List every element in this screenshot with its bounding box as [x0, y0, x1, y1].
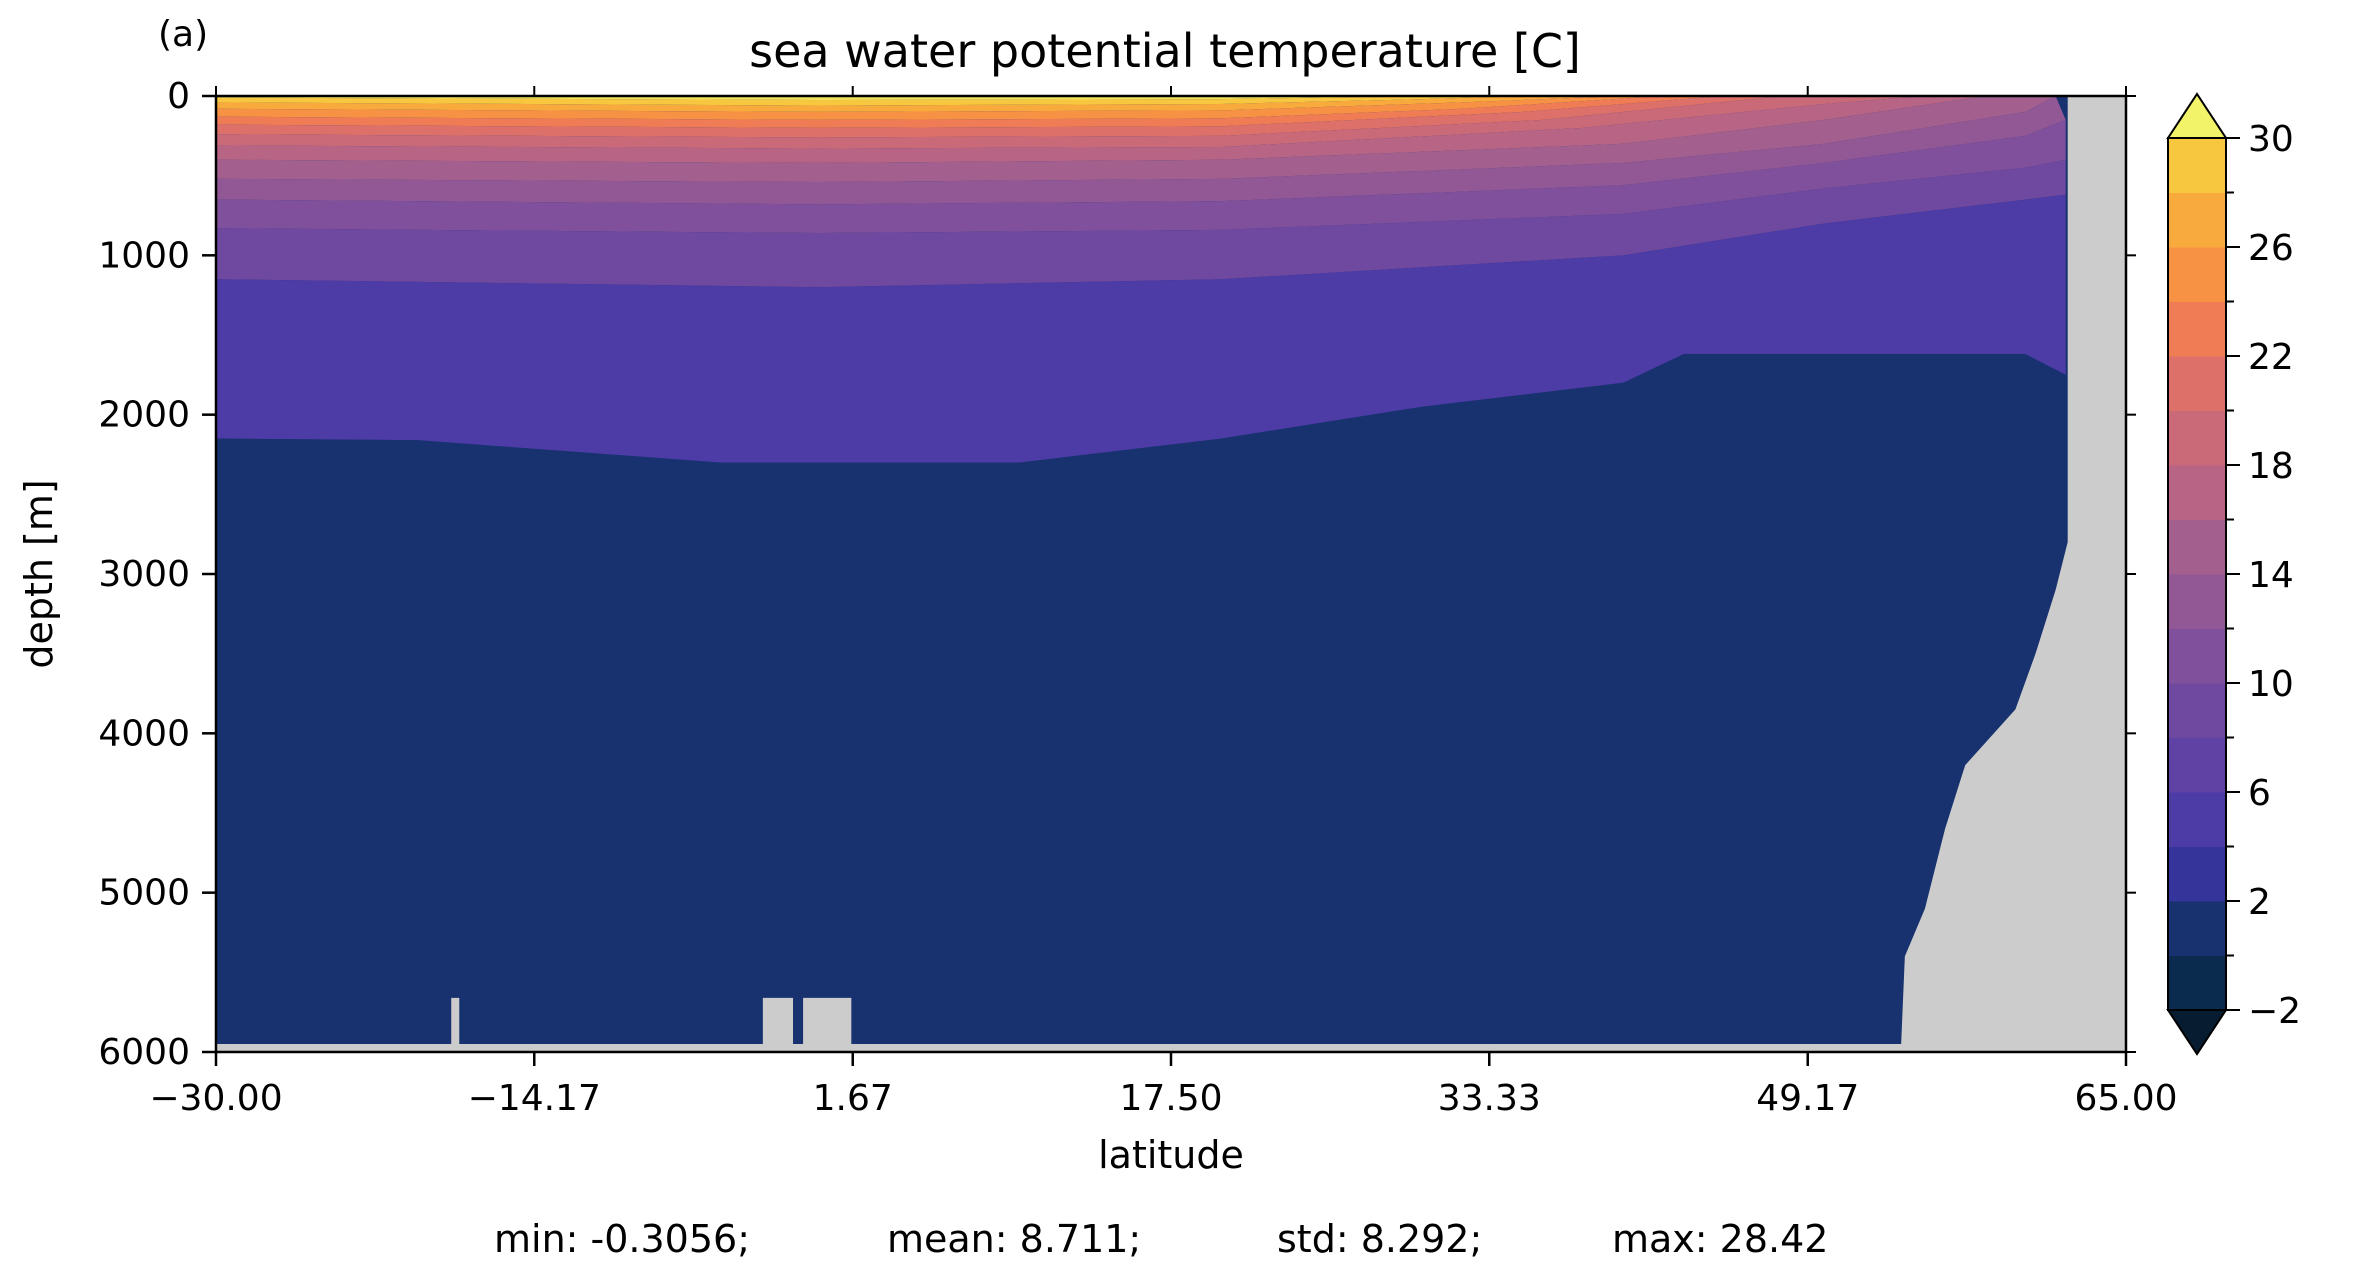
colorbar-tick-label: 14	[2248, 555, 2294, 596]
colorbar-segment	[2168, 628, 2226, 684]
temperature-band-9	[216, 96, 2066, 205]
temperature-band-3	[216, 96, 1664, 120]
temperature-bands	[216, 96, 2126, 1052]
colorbar-over-arrow	[2166, 92, 2228, 139]
colorbar-segment	[2168, 301, 2226, 357]
temperature-band-12	[216, 194, 2066, 463]
stats-row: min: -0.3056; mean: 8.711; std: 8.292; m…	[494, 1217, 1828, 1261]
colorbar-under-arrow	[2166, 1009, 2228, 1056]
land-region-4	[451, 997, 460, 1052]
colorbar-segment	[2168, 138, 2226, 193]
land-mask	[216, 96, 2126, 1052]
colorbar-segment	[2168, 192, 2226, 248]
temperature-band-8	[216, 96, 2056, 183]
x-axis: −30.00 −14.17 1.67 17.50 33.33 49.17 65.00	[149, 86, 2178, 1119]
colorbar-tick-label: 2	[2248, 882, 2271, 923]
colorbar-tick-label: 30	[2248, 119, 2294, 160]
colorbar-tick-label: −2	[2248, 991, 2301, 1032]
colorbar-tick-label: 22	[2248, 337, 2294, 378]
colorbar-tick-label: 10	[2248, 664, 2294, 705]
land-region-3	[803, 997, 852, 1052]
stat-min: min: -0.3056;	[494, 1217, 750, 1261]
temperature-band-5	[216, 96, 1785, 138]
stat-max: max: 28.42	[1612, 1217, 1828, 1261]
y-tick-label: 2000	[98, 395, 190, 436]
y-tick-label: 3000	[98, 554, 190, 595]
x-tick-label: −14.17	[468, 1078, 601, 1119]
x-tick-label: 65.00	[2074, 1078, 2177, 1119]
y-tick-label: 4000	[98, 713, 190, 754]
plot-area	[214, 94, 2128, 1054]
temperature-band-7	[216, 96, 1986, 163]
temperature-band-1	[216, 96, 1523, 106]
land-region-1	[216, 1044, 2126, 1052]
x-tick-label: 33.33	[1438, 1078, 1541, 1119]
colorbar-segment	[2168, 683, 2226, 738]
temperature-band-13	[216, 354, 2066, 1045]
y-tick-label: 6000	[98, 1032, 190, 1073]
x-tick-label: −30.00	[149, 1078, 282, 1119]
land-region-0	[1900, 96, 2126, 1052]
temperature-band-4	[216, 96, 1724, 128]
stat-mean: mean: 8.711;	[887, 1217, 1141, 1261]
chart-title: sea water potential temperature [C]	[749, 24, 1581, 78]
land-region-2	[762, 997, 794, 1052]
colorbar-segment	[2168, 356, 2226, 411]
y-tick-label: 1000	[98, 235, 190, 276]
colorbar-segment	[2168, 846, 2226, 902]
x-axis-label: latitude	[1098, 1133, 1244, 1177]
temperature-band-11	[216, 159, 2066, 288]
x-tick-label: 49.17	[1756, 1078, 1859, 1119]
colorbar-segment	[2168, 955, 2226, 1011]
y-axis-label: depth [m]	[17, 479, 61, 668]
colorbar-segment	[2168, 574, 2226, 629]
x-tick-label: 1.67	[813, 1078, 893, 1119]
colorbar-segment	[2168, 792, 2226, 847]
colorbar-segment	[2168, 737, 2226, 793]
colorbar-segment	[2168, 247, 2226, 302]
stat-std: std: 8.292;	[1277, 1217, 1482, 1261]
y-tick-label: 0	[167, 76, 190, 117]
temperature-band-2	[216, 96, 1624, 112]
temperature-band-10	[216, 119, 2066, 234]
colorbar-segment	[2168, 901, 2226, 956]
colorbar-segment	[2168, 410, 2226, 466]
colorbar-tick-label: 18	[2248, 446, 2294, 487]
colorbar-segment	[2168, 519, 2226, 575]
colorbar-tick-label: 26	[2248, 228, 2294, 269]
y-tick-label: 5000	[98, 873, 190, 914]
x-tick-label: 17.50	[1119, 1078, 1222, 1119]
colorbar-tick-label: 6	[2248, 773, 2271, 814]
panel-label: (a)	[158, 14, 208, 55]
colorbar-segment	[2168, 465, 2226, 520]
temperature-band-6	[216, 96, 1925, 149]
y-axis: 0 1000 2000 3000 4000 5000 6000	[98, 76, 2136, 1073]
colorbar-segments	[2166, 92, 2228, 1056]
